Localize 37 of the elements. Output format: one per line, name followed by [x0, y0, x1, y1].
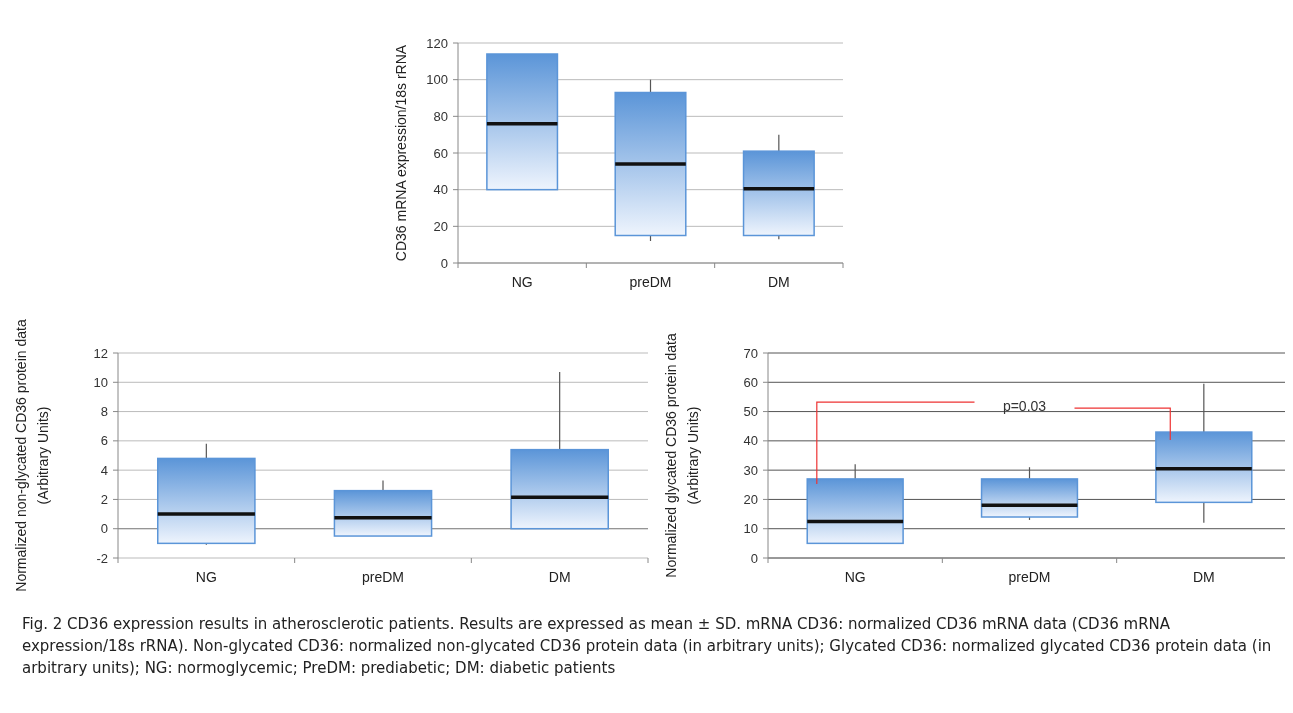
y-tick-label: 2: [100, 491, 108, 507]
y-tick-label: 20: [433, 218, 448, 234]
x-tick-label: NG: [195, 569, 217, 585]
x-tick-label: preDM: [1008, 569, 1051, 585]
y-tick-label: 40: [743, 433, 758, 449]
y-axis-title: CD36 mRNA expression/18s rRNA: [393, 44, 409, 262]
y-tick-label: 0: [100, 521, 108, 537]
y-tick-label: 10: [93, 374, 108, 390]
y-axis-title: Normalized glycated CD36 protein data (Arbitrary Units): [663, 333, 701, 578]
y-axis-title: Normalized non-glycated CD36 protein data (Arbitrary Units): [13, 319, 51, 592]
y-tick-label: 12: [93, 345, 108, 361]
y-tick-label: 60: [433, 145, 448, 161]
y-tick-label: 70: [743, 345, 758, 361]
x-tick-label: preDM: [361, 569, 405, 585]
y-tick-label: 120: [426, 35, 448, 51]
y-tick-label: 0: [440, 255, 448, 271]
y-tick-label: 50: [743, 404, 758, 420]
x-tick-label: DM: [1192, 569, 1215, 585]
x-tick-label: preDM: [629, 274, 672, 290]
x-tick-label: DM: [548, 569, 571, 585]
caption: Fig. 2 CD36 expression results in atherosclerotic patients. Results are expressed as mean ± SD. mRNA CD36: normalized CD36 mRNA data (CD36 mRNA expression/18s rRNA). Non-glycated CD36: normalized non-glycated CD36 protein data (in arbitrary units); Glycated CD36: normalized glycated CD36 protein data (in arbitrary units); NG: normoglycemic; PreDM: prediabetic; DM: diabetic patients: [22, 614, 1272, 679]
y-tick-label: 60: [743, 374, 758, 390]
x-tick-label: NG: [511, 274, 533, 290]
annotation: p=0.03: [1002, 398, 1047, 415]
y-tick-label: 4: [100, 462, 108, 478]
y-tick-label: 40: [433, 182, 448, 198]
y-tick-label: 0: [750, 550, 758, 566]
y-tick-label: 20: [743, 491, 758, 507]
y-tick-label: 100: [426, 72, 448, 88]
y-tick-label: -2: [96, 550, 108, 566]
y-tick-label: 8: [100, 404, 108, 420]
y-tick-label: 10: [743, 521, 758, 537]
y-tick-label: 6: [100, 433, 108, 449]
y-tick-label: 80: [433, 108, 448, 124]
x-tick-label: DM: [767, 274, 790, 290]
y-tick-label: 30: [743, 462, 758, 478]
x-tick-label: NG: [844, 569, 866, 585]
